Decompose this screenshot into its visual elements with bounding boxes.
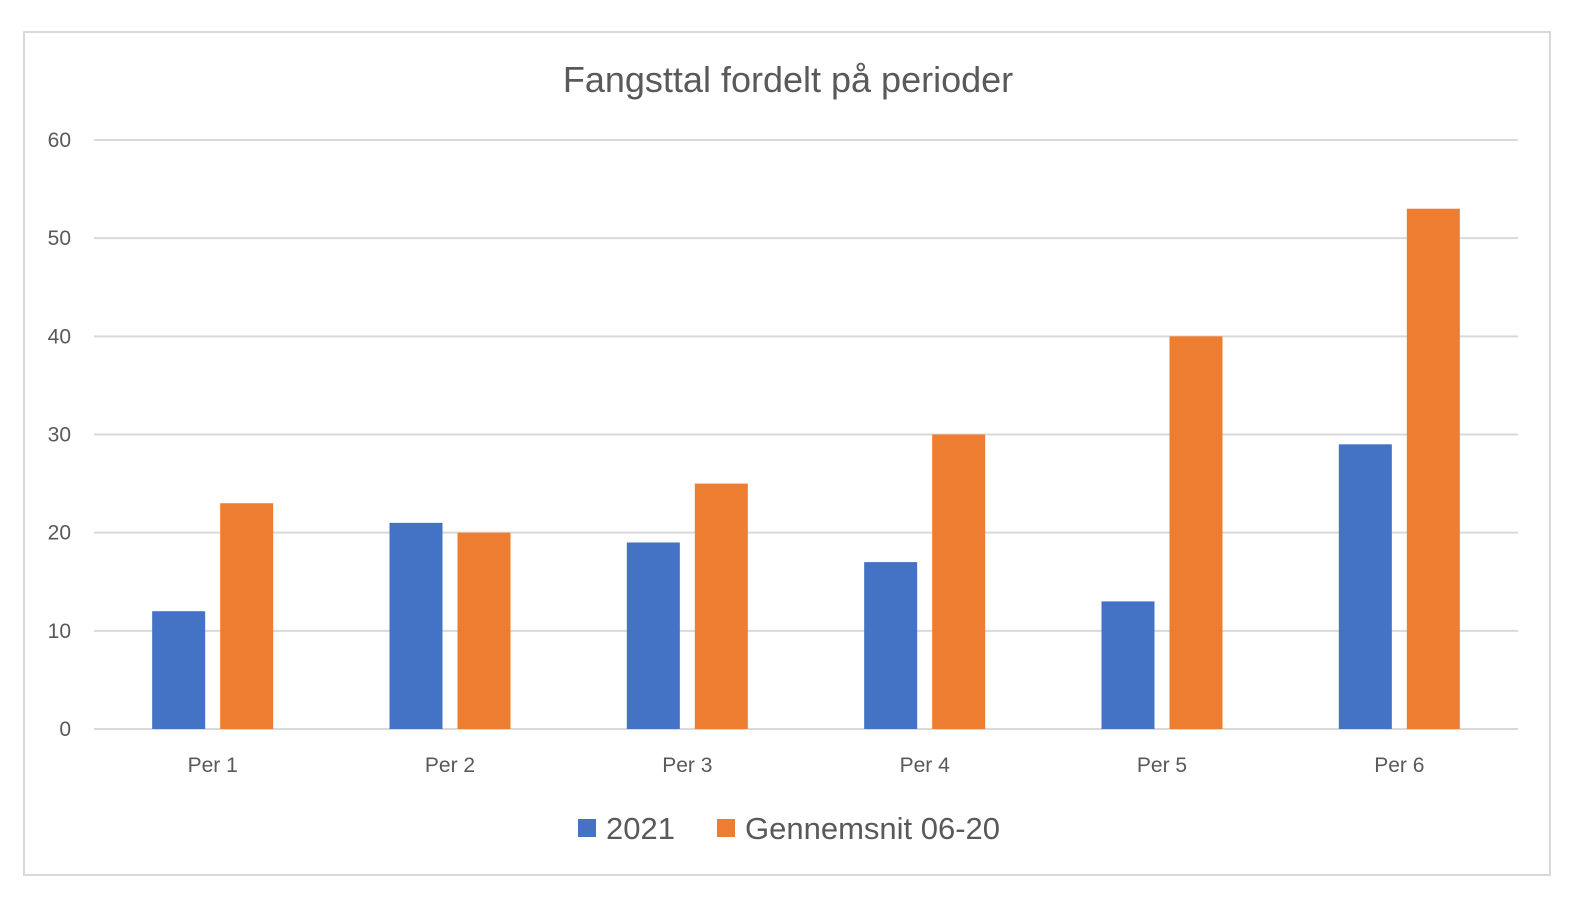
bar-series-1-5 xyxy=(1101,601,1155,729)
x-tick-label: Per 1 xyxy=(188,754,238,777)
bar-series-1-6 xyxy=(1338,444,1392,729)
bar-series-1-4 xyxy=(864,562,918,729)
chart-title: Fangsttal fordelt på perioder xyxy=(563,59,1013,100)
y-axis-ticks: 0 10 20 30 40 50 60 xyxy=(48,129,71,741)
y-tick-label: 50 xyxy=(48,227,71,250)
legend-label: Gennemsnit 06-20 xyxy=(745,811,1000,846)
chart-frame xyxy=(23,31,1551,876)
bar-series-1-1 xyxy=(152,611,206,729)
x-tick-label: Per 3 xyxy=(662,754,712,777)
gridlines xyxy=(94,139,1518,730)
y-tick-label: 60 xyxy=(48,129,71,152)
bar-series-2-4 xyxy=(932,434,986,729)
x-tick-label: Per 6 xyxy=(1374,754,1424,777)
x-tick-label: Per 2 xyxy=(425,754,475,777)
y-tick-label: 10 xyxy=(48,620,71,643)
bars xyxy=(152,208,1460,729)
legend-label: 2021 xyxy=(606,811,675,846)
y-tick-label: 40 xyxy=(48,325,71,348)
bar-series-1-2 xyxy=(389,522,443,729)
x-axis-ticks: Per 1 Per 2 Per 3 Per 4 Per 5 Per 6 xyxy=(188,754,1425,777)
bar-series-2-2 xyxy=(457,532,511,729)
x-tick-label: Per 5 xyxy=(1137,754,1187,777)
bar-series-2-5 xyxy=(1169,336,1223,729)
bar-series-1-3 xyxy=(626,542,680,729)
y-tick-label: 20 xyxy=(48,522,71,545)
bar-series-2-1 xyxy=(220,503,274,729)
legend-swatch xyxy=(717,819,735,837)
legend-swatch xyxy=(578,819,596,837)
bar-series-2-3 xyxy=(694,483,748,729)
y-tick-label: 30 xyxy=(48,424,71,447)
x-tick-label: Per 4 xyxy=(900,754,951,777)
bar-series-2-6 xyxy=(1406,208,1460,729)
legend: 2021 Gennemsnit 06-20 xyxy=(578,811,1000,846)
y-tick-label: 0 xyxy=(59,718,71,741)
